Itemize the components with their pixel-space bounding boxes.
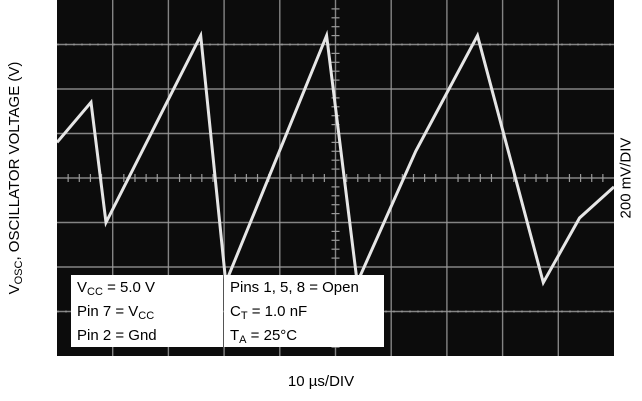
x-axis-label: 10 µs/DIV <box>287 373 355 390</box>
annotation-line: Pin 2 = Gnd <box>77 327 157 344</box>
annotation-line: VCC = 5.0 V <box>77 279 156 298</box>
annotation-line: Pin 7 = VCC <box>77 303 155 322</box>
annotation-line: CT = 1.0 nF <box>230 303 308 322</box>
annotation-line: TA = 25°C <box>230 327 298 346</box>
supply-conditions-box: VCC = 5.0 V Pin 7 = VCC Pin 2 = Gnd <box>71 275 223 347</box>
y-axis-label: VOSC, OSCILLATOR VOLTAGE (V) <box>6 61 25 295</box>
test-conditions-box: Pins 1, 5, 8 = Open CT = 1.0 nF TA = 25°… <box>224 275 384 347</box>
annotation-line: Pins 1, 5, 8 = Open <box>230 279 359 296</box>
vertical-scale-label: 200 mV/DIV <box>617 137 635 219</box>
sawtooth-trace <box>57 29 614 289</box>
